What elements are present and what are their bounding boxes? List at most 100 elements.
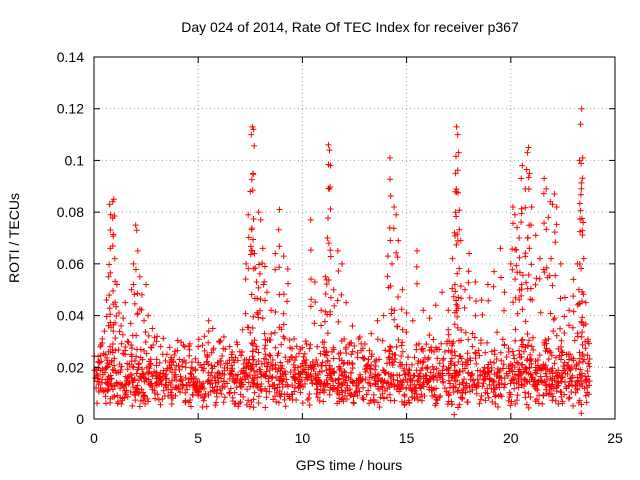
data-points xyxy=(91,105,593,418)
data-point xyxy=(566,356,573,363)
data-point xyxy=(585,391,592,398)
data-point xyxy=(466,294,473,301)
data-point xyxy=(263,394,270,401)
data-point xyxy=(487,376,494,383)
data-point xyxy=(393,343,400,350)
data-point xyxy=(457,368,464,375)
data-point xyxy=(340,361,347,368)
data-point xyxy=(247,251,254,258)
data-point xyxy=(239,326,246,333)
data-point xyxy=(437,392,444,399)
data-point xyxy=(317,389,324,396)
data-point xyxy=(186,346,193,353)
data-point xyxy=(194,389,201,396)
data-point xyxy=(201,333,208,340)
data-point xyxy=(187,370,194,377)
data-point xyxy=(255,393,262,400)
data-point xyxy=(249,348,256,355)
data-point xyxy=(394,382,401,389)
data-point xyxy=(127,320,134,327)
data-point xyxy=(187,403,194,410)
data-point xyxy=(394,371,401,378)
data-point xyxy=(211,373,218,380)
data-point xyxy=(221,378,228,385)
data-point xyxy=(547,391,554,398)
data-point xyxy=(406,399,413,406)
data-point xyxy=(543,264,550,271)
data-point xyxy=(218,375,225,382)
data-point xyxy=(439,367,446,374)
data-point xyxy=(391,397,398,404)
data-point xyxy=(519,162,526,169)
data-point xyxy=(522,394,529,401)
data-point xyxy=(518,286,525,293)
data-point xyxy=(256,366,263,373)
data-point xyxy=(533,275,540,282)
data-point xyxy=(452,378,459,385)
data-point xyxy=(497,274,504,281)
data-point xyxy=(492,393,499,400)
data-point xyxy=(350,400,357,407)
data-point xyxy=(441,348,448,355)
data-point xyxy=(455,294,462,301)
data-point xyxy=(162,381,169,388)
data-point xyxy=(255,358,262,365)
data-point xyxy=(116,309,123,316)
data-point xyxy=(175,383,182,390)
data-point xyxy=(461,365,468,372)
data-point xyxy=(204,352,211,359)
data-point xyxy=(511,385,518,392)
data-point xyxy=(276,264,283,271)
data-point xyxy=(394,254,401,261)
data-point xyxy=(371,375,378,382)
data-point xyxy=(417,375,424,382)
data-point xyxy=(324,235,331,241)
data-point xyxy=(275,365,282,372)
data-point xyxy=(576,200,583,207)
data-point xyxy=(518,376,525,383)
data-point xyxy=(449,255,456,262)
data-point xyxy=(217,337,224,344)
data-point xyxy=(538,377,545,384)
data-point xyxy=(540,392,547,399)
data-point xyxy=(145,332,152,339)
data-point xyxy=(325,277,332,284)
data-point xyxy=(268,330,275,337)
data-point xyxy=(532,381,539,388)
data-point xyxy=(419,359,426,366)
data-point xyxy=(287,369,294,376)
data-point xyxy=(543,390,550,397)
data-point xyxy=(386,391,393,398)
data-point xyxy=(545,214,552,221)
data-point xyxy=(133,332,140,339)
data-point xyxy=(292,384,299,391)
data-point xyxy=(280,253,287,260)
data-point xyxy=(229,397,236,404)
data-point xyxy=(428,387,435,394)
data-point xyxy=(561,359,568,366)
data-point xyxy=(328,294,335,301)
data-point xyxy=(166,344,173,351)
data-point xyxy=(549,282,556,289)
data-point xyxy=(243,370,250,377)
data-point xyxy=(384,360,391,367)
data-point xyxy=(168,400,175,407)
data-point xyxy=(262,372,269,379)
data-point xyxy=(562,383,569,390)
data-point xyxy=(430,366,437,373)
data-point xyxy=(331,302,338,309)
data-point xyxy=(576,349,583,356)
data-point xyxy=(474,376,481,383)
data-point xyxy=(526,337,533,344)
data-point xyxy=(561,379,568,386)
data-point xyxy=(522,204,529,211)
data-point xyxy=(147,382,154,389)
data-point xyxy=(116,328,123,335)
data-point xyxy=(575,399,582,406)
data-point xyxy=(386,224,393,231)
data-point xyxy=(403,361,410,368)
data-point xyxy=(450,384,457,391)
data-point xyxy=(245,234,252,241)
data-point xyxy=(130,383,137,390)
